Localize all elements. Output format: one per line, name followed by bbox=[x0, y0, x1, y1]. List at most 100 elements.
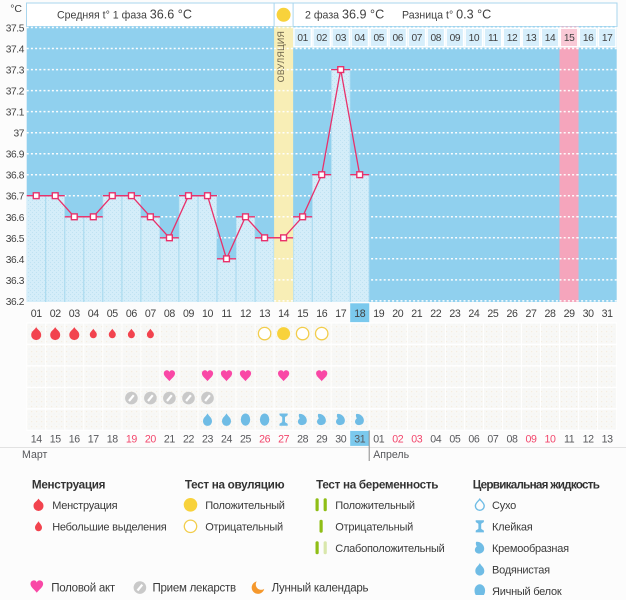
svg-text:02: 02 bbox=[392, 434, 403, 446]
svg-text:19: 19 bbox=[126, 434, 137, 446]
svg-text:31: 31 bbox=[354, 434, 365, 446]
svg-text:19: 19 bbox=[373, 308, 384, 320]
svg-text:07: 07 bbox=[145, 308, 156, 320]
svg-text:10: 10 bbox=[202, 308, 213, 320]
svg-text:36.3: 36.3 bbox=[6, 276, 25, 287]
svg-text:36.8: 36.8 bbox=[6, 171, 25, 182]
svg-text:Тест на беременность: Тест на беременность bbox=[316, 479, 438, 492]
svg-text:07: 07 bbox=[487, 434, 498, 446]
svg-text:Небольшие выделения: Небольшие выделения bbox=[52, 521, 167, 533]
svg-text:09: 09 bbox=[183, 308, 194, 320]
svg-text:36.4: 36.4 bbox=[6, 255, 25, 266]
svg-text:21: 21 bbox=[164, 434, 175, 446]
svg-text:37: 37 bbox=[13, 129, 24, 140]
svg-text:04: 04 bbox=[430, 434, 441, 446]
svg-text:Разница t° 0.3 °C: Разница t° 0.3 °C bbox=[402, 8, 491, 22]
svg-text:Лунный календарь: Лунный календарь bbox=[272, 583, 369, 595]
svg-text:13: 13 bbox=[602, 434, 613, 446]
svg-text:Половой акт: Половой акт bbox=[51, 583, 116, 595]
svg-text:13: 13 bbox=[259, 308, 270, 320]
svg-text:01: 01 bbox=[31, 308, 42, 320]
svg-text:Кремообразная: Кремообразная bbox=[492, 543, 569, 555]
svg-text:21: 21 bbox=[411, 308, 422, 320]
svg-text:Отрицательный: Отрицательный bbox=[205, 521, 283, 533]
svg-text:10: 10 bbox=[469, 33, 480, 44]
svg-text:Прием лекарств: Прием лекарств bbox=[153, 583, 237, 595]
svg-text:26: 26 bbox=[507, 308, 518, 320]
svg-text:Водянистая: Водянистая bbox=[492, 564, 550, 576]
svg-text:12: 12 bbox=[240, 308, 251, 320]
svg-text:30: 30 bbox=[583, 308, 594, 320]
svg-text:09: 09 bbox=[450, 33, 461, 44]
svg-text:14: 14 bbox=[545, 33, 556, 44]
svg-text:36.5: 36.5 bbox=[6, 234, 25, 245]
svg-text:12: 12 bbox=[583, 434, 594, 446]
svg-text:37.2: 37.2 bbox=[6, 87, 25, 98]
svg-text:20: 20 bbox=[145, 434, 156, 446]
svg-text:03: 03 bbox=[69, 308, 80, 320]
svg-text:36.6: 36.6 bbox=[6, 213, 25, 224]
svg-text:Март: Март bbox=[22, 449, 47, 461]
svg-text:20: 20 bbox=[392, 308, 403, 320]
svg-text:05: 05 bbox=[107, 308, 118, 320]
svg-text:Положительный: Положительный bbox=[335, 500, 415, 512]
svg-text:17: 17 bbox=[602, 33, 613, 44]
svg-text:01: 01 bbox=[297, 33, 308, 44]
svg-text:37.3: 37.3 bbox=[6, 66, 25, 77]
svg-text:02: 02 bbox=[316, 33, 327, 44]
svg-text:23: 23 bbox=[449, 308, 460, 320]
svg-text:11: 11 bbox=[488, 33, 499, 44]
svg-text:06: 06 bbox=[393, 33, 404, 44]
svg-text:Отрицательный: Отрицательный bbox=[335, 521, 413, 533]
svg-text:14: 14 bbox=[31, 434, 42, 446]
svg-text:Клейкая: Клейкая bbox=[492, 521, 533, 533]
svg-text:Менструация: Менструация bbox=[32, 479, 105, 492]
svg-text:Тест на овуляцию: Тест на овуляцию bbox=[185, 479, 285, 492]
svg-text:12: 12 bbox=[507, 33, 518, 44]
svg-text:24: 24 bbox=[468, 308, 479, 320]
svg-text:Слабоположительный: Слабоположительный bbox=[335, 543, 444, 555]
svg-text:°C: °C bbox=[10, 3, 22, 15]
svg-text:16: 16 bbox=[583, 33, 594, 44]
svg-text:25: 25 bbox=[240, 434, 251, 446]
svg-text:03: 03 bbox=[335, 33, 346, 44]
svg-text:ОВУЛЯЦИЯ: ОВУЛЯЦИЯ bbox=[276, 31, 286, 82]
svg-text:Сухо: Сухо bbox=[492, 500, 516, 512]
svg-text:28: 28 bbox=[545, 308, 556, 320]
svg-text:Яичный белок: Яичный белок bbox=[492, 586, 562, 595]
svg-text:26: 26 bbox=[259, 434, 270, 446]
svg-text:37.5: 37.5 bbox=[6, 24, 25, 35]
svg-text:15: 15 bbox=[50, 434, 61, 446]
svg-text:09: 09 bbox=[526, 434, 537, 446]
svg-text:31: 31 bbox=[602, 308, 613, 320]
svg-text:06: 06 bbox=[126, 308, 137, 320]
svg-text:37.1: 37.1 bbox=[6, 108, 25, 119]
svg-text:Менструация: Менструация bbox=[52, 500, 117, 512]
svg-text:04: 04 bbox=[88, 308, 99, 320]
svg-text:36.2: 36.2 bbox=[6, 297, 25, 308]
svg-text:27: 27 bbox=[526, 308, 537, 320]
svg-text:07: 07 bbox=[412, 33, 423, 44]
svg-text:05: 05 bbox=[449, 434, 460, 446]
svg-text:24: 24 bbox=[221, 434, 232, 446]
svg-text:08: 08 bbox=[507, 434, 518, 446]
svg-text:36.7: 36.7 bbox=[6, 192, 25, 203]
svg-text:27: 27 bbox=[278, 434, 289, 446]
svg-text:29: 29 bbox=[564, 308, 575, 320]
svg-text:03: 03 bbox=[411, 434, 422, 446]
svg-text:01: 01 bbox=[373, 434, 384, 446]
svg-text:Положительный: Положительный bbox=[205, 500, 285, 512]
svg-text:18: 18 bbox=[354, 308, 365, 320]
svg-text:2 фаза 36.9 °C: 2 фаза 36.9 °C bbox=[305, 8, 384, 22]
svg-text:15: 15 bbox=[564, 33, 575, 44]
svg-text:02: 02 bbox=[50, 308, 61, 320]
svg-text:11: 11 bbox=[221, 308, 232, 320]
svg-text:23: 23 bbox=[202, 434, 213, 446]
svg-text:15: 15 bbox=[297, 308, 308, 320]
svg-text:14: 14 bbox=[278, 308, 289, 320]
svg-text:04: 04 bbox=[354, 33, 365, 44]
svg-text:18: 18 bbox=[107, 434, 118, 446]
svg-text:17: 17 bbox=[88, 434, 99, 446]
svg-text:10: 10 bbox=[545, 434, 556, 446]
svg-text:30: 30 bbox=[335, 434, 346, 446]
